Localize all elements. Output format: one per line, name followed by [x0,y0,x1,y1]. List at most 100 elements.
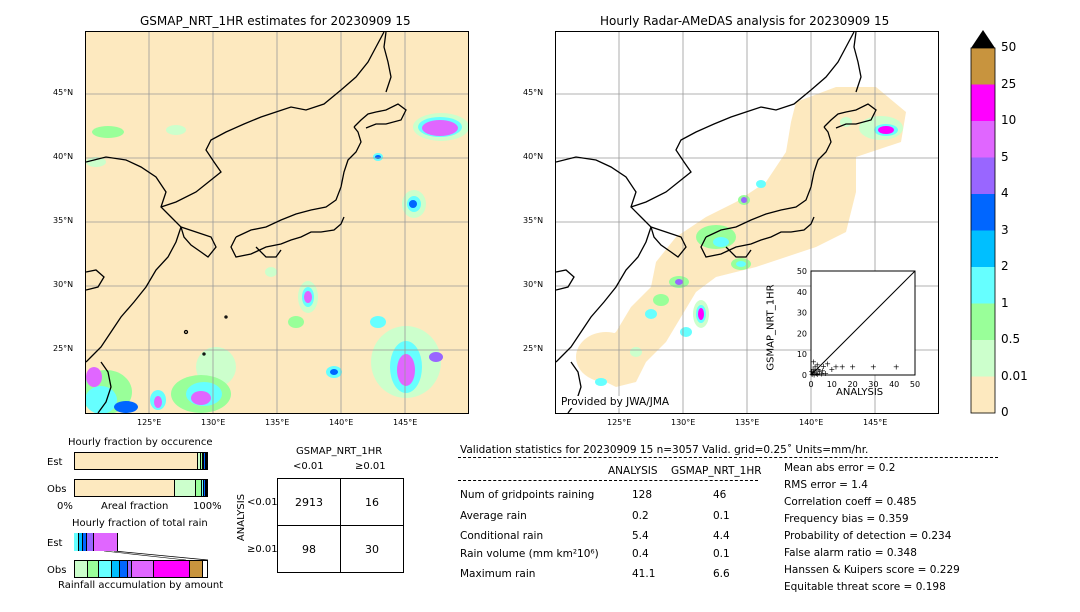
colorbar-label: 5 [1001,149,1009,164]
bar-segment [196,480,202,496]
scatter-point: + [893,363,900,372]
validation-score: Probability of detection = 0.234 [784,530,952,542]
left-lon-135: 135°E [265,418,290,427]
scatter-point: + [816,367,823,376]
scatter-point: + [813,369,820,378]
scatter-point: + [810,357,817,366]
bar-segment [74,533,80,551]
left-lat-35: 35°N [53,216,74,225]
validation-row-analysis: 5.4 [632,530,649,542]
validation-score: False alarm ratio = 0.348 [784,547,917,559]
contingency-cell: 16 [340,478,404,526]
colorbar-label: 0.5 [1001,332,1021,346]
bar-segment [111,561,120,577]
bar-segment [127,561,132,577]
bar-segment [201,453,203,469]
colorbar-segment [971,121,995,158]
colorbar-extend-arrow [971,30,995,48]
validation-score: Equitable threat score = 0.198 [784,581,946,593]
rainfrac-est-label: Est [47,538,63,549]
occurrence-title: Hourly fraction by occurence [68,437,213,448]
colorbar [970,30,996,414]
colorbar-label: 25 [1001,76,1017,91]
scatter-ytick: 0 [802,371,807,380]
bar-segment [189,561,203,577]
scatter-xtick: 30 [868,380,878,389]
scatter-ytick: 30 [797,309,807,318]
validation-row-gsmap: 0.1 [713,548,730,560]
left-coastline [86,32,407,413]
bar-segment [154,561,190,577]
validation-row-analysis: 0.2 [632,510,649,522]
bar-segment [98,561,112,577]
right-lon-130: 130°E [671,418,696,427]
rainfrac-title: Hourly fraction of total rain [72,518,208,529]
scatter-point: + [812,366,819,375]
scatter-point: + [810,365,817,374]
occurrence-obs-label: Obs [47,484,67,495]
left-lat-25: 25°N [53,344,74,353]
bar-segment [79,533,84,551]
scatter-point: + [810,368,817,377]
contingency-cell: 30 [340,525,404,573]
bar-segment [201,480,204,496]
validation-score: Correlation coeff = 0.485 [784,496,917,508]
contingency-row-1: <0.01 [247,497,278,508]
bar-segment [131,561,155,577]
validation-row-gsmap: 6.6 [713,568,730,580]
colorbar-segment [971,48,995,85]
bar-segment [198,453,202,469]
colorbar-segment [971,194,995,231]
left-map-title: GSMAP_NRT_1HR estimates for 20230909 15 [140,14,411,28]
occurrence-obs-bar [74,479,208,497]
credit-label: Provided by JWA/JMA [561,396,670,408]
right-lon-140: 140°E [799,418,824,427]
validation-score: Hanssen & Kuipers score = 0.229 [784,564,960,576]
validation-divider [458,457,998,458]
right-coverage-layer [576,87,906,387]
contingency-cell: 98 [277,525,341,573]
validation-row-label: Num of gridpoints raining [460,489,595,501]
scatter-ylabel: GSMAP_NRT_1HR [765,284,777,371]
bar-segment [75,480,176,496]
left-map-canvas [86,32,468,413]
validation-score: Mean abs error = 0.2 [784,462,896,474]
scatter-point: + [870,363,877,372]
colorbar-label: 1 [1001,295,1009,310]
right-lat-35: 35°N [523,216,544,225]
scatter-point: + [811,370,818,379]
right-coastline [556,32,877,413]
scatter-ytick: 50 [797,267,807,276]
bar-segment [204,453,206,469]
scatter-point: + [815,365,822,374]
scatter-point: + [820,362,827,371]
occurrence-est-bar [74,452,208,470]
scatter-point: + [809,370,816,379]
validation-row-analysis: 41.1 [632,568,656,580]
left-lat-30: 30°N [53,280,74,289]
validation-subdivider [458,480,758,481]
scatter-point: + [818,369,825,378]
left-lon-145: 145°E [393,418,418,427]
scatter-point: + [814,370,821,379]
rainfrac-connector [103,551,208,560]
scatter-ytick: 10 [797,350,807,359]
colorbar-segment [971,267,995,304]
contingency-row-axis-label: ANALYSIS [236,493,248,542]
bar-segment [205,453,207,469]
occurrence-x-left: 0% [57,501,73,512]
scatter-ytick: 20 [797,329,807,338]
bar-segment [75,561,89,577]
bar-segment [87,533,95,551]
bar-segment [119,561,128,577]
colorbar-label: 2 [1001,259,1009,273]
validation-row-gsmap: 4.4 [713,530,730,542]
left-map-grid [86,32,468,413]
right-map-title: Hourly Radar-AMeDAS analysis for 2023090… [600,14,890,28]
one-to-one-line [810,270,916,376]
contingency-cell: 2913 [277,478,341,526]
scatter-point: + [849,363,856,372]
occurrence-xlabel: Areal fraction [101,501,169,512]
left-lon-140: 140°E [329,418,354,427]
